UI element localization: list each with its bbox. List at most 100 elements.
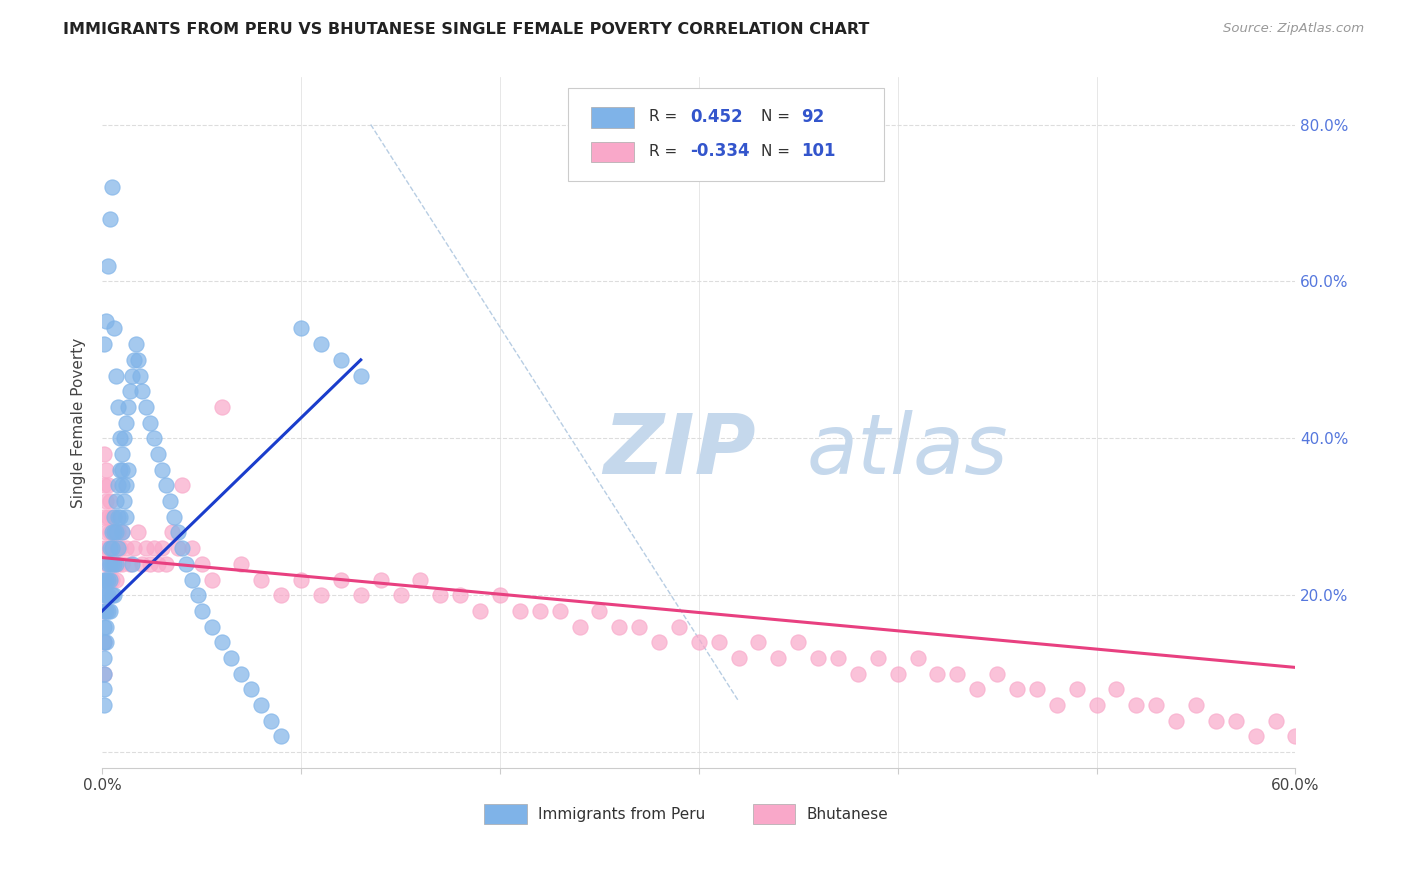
- Point: [112, 494, 135, 508]
- Point: [1185, 698, 1208, 712]
- Text: 101: 101: [801, 143, 837, 161]
- Point: [329, 573, 352, 587]
- Point: [122, 541, 145, 556]
- Point: [118, 384, 141, 399]
- Point: [93, 447, 115, 461]
- Point: [96, 635, 118, 649]
- Point: [103, 509, 125, 524]
- Point: [108, 431, 131, 445]
- Point: [112, 431, 135, 445]
- Point: [96, 619, 118, 633]
- Point: [115, 416, 138, 430]
- Point: [98, 557, 121, 571]
- Point: [807, 651, 830, 665]
- Point: [93, 604, 115, 618]
- Point: [986, 666, 1008, 681]
- Point: [97, 478, 120, 492]
- Point: [309, 588, 332, 602]
- Point: [93, 651, 115, 665]
- Text: R =: R =: [648, 144, 676, 159]
- Point: [146, 557, 169, 571]
- Point: [607, 619, 630, 633]
- Point: [93, 541, 115, 556]
- Point: [548, 604, 571, 618]
- Point: [187, 588, 209, 602]
- Point: [135, 541, 157, 556]
- Point: [107, 541, 129, 556]
- FancyBboxPatch shape: [592, 107, 634, 128]
- Point: [231, 666, 253, 681]
- Point: [648, 635, 671, 649]
- Point: [115, 509, 138, 524]
- Point: [97, 541, 120, 556]
- Point: [98, 604, 121, 618]
- Point: [131, 384, 153, 399]
- Text: Source: ZipAtlas.com: Source: ZipAtlas.com: [1223, 22, 1364, 36]
- Point: [260, 714, 283, 728]
- Point: [115, 541, 138, 556]
- Point: [1264, 714, 1286, 728]
- Point: [98, 211, 121, 226]
- Point: [103, 525, 125, 540]
- Point: [93, 635, 115, 649]
- Point: [105, 557, 128, 571]
- Point: [101, 588, 124, 602]
- Point: [118, 557, 141, 571]
- Text: ZIP: ZIP: [603, 409, 756, 491]
- Point: [159, 494, 181, 508]
- Point: [449, 588, 471, 602]
- Point: [107, 525, 129, 540]
- Point: [927, 666, 949, 681]
- Point: [111, 463, 134, 477]
- Point: [409, 573, 432, 587]
- Point: [509, 604, 531, 618]
- Point: [101, 525, 124, 540]
- FancyBboxPatch shape: [568, 87, 884, 181]
- Point: [468, 604, 491, 618]
- Text: R =: R =: [648, 110, 676, 124]
- Point: [101, 541, 124, 556]
- Point: [117, 400, 139, 414]
- Point: [350, 588, 373, 602]
- Point: [103, 557, 125, 571]
- Point: [93, 619, 115, 633]
- Point: [93, 666, 115, 681]
- Point: [1125, 698, 1147, 712]
- Point: [688, 635, 710, 649]
- Point: [93, 604, 115, 618]
- Point: [103, 588, 125, 602]
- Point: [93, 478, 115, 492]
- Point: [529, 604, 551, 618]
- Point: [108, 509, 131, 524]
- Point: [668, 619, 690, 633]
- Point: [1105, 682, 1128, 697]
- Point: [111, 557, 134, 571]
- Point: [98, 573, 121, 587]
- Point: [146, 447, 169, 461]
- Point: [190, 557, 212, 571]
- Point: [966, 682, 988, 697]
- Point: [93, 337, 115, 351]
- Point: [111, 525, 134, 540]
- Point: [166, 525, 188, 540]
- Y-axis label: Single Female Poverty: Single Female Poverty: [72, 337, 86, 508]
- Point: [139, 416, 162, 430]
- Point: [163, 509, 186, 524]
- Point: [174, 557, 197, 571]
- Point: [211, 635, 233, 649]
- Point: [107, 400, 129, 414]
- Point: [155, 557, 177, 571]
- Point: [105, 573, 128, 587]
- Point: [1144, 698, 1167, 712]
- Point: [97, 588, 120, 602]
- Point: [98, 525, 121, 540]
- Point: [111, 447, 134, 461]
- Point: [101, 557, 124, 571]
- Text: IMMIGRANTS FROM PERU VS BHUTANESE SINGLE FEMALE POVERTY CORRELATION CHART: IMMIGRANTS FROM PERU VS BHUTANESE SINGLE…: [63, 22, 870, 37]
- Point: [827, 651, 849, 665]
- Point: [166, 541, 188, 556]
- Point: [97, 509, 120, 524]
- Point: [105, 368, 128, 383]
- Point: [170, 478, 193, 492]
- Point: [389, 588, 412, 602]
